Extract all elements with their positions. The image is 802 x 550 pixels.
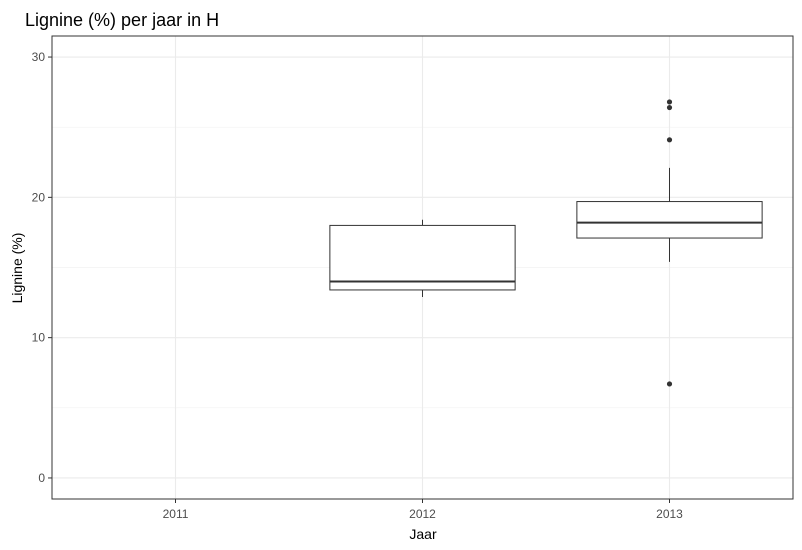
y-tick-label: 30: [32, 50, 46, 64]
y-tick-label: 10: [32, 331, 46, 345]
outlier-point: [666, 137, 673, 143]
boxes-layer: [329, 99, 763, 387]
box-rect: [329, 224, 516, 291]
outlier-point: [666, 99, 673, 105]
y-tick-label: 0: [38, 471, 45, 485]
outlier-point: [666, 381, 673, 387]
y-axis-title: Lignine (%): [9, 233, 25, 304]
box-2012: [329, 219, 516, 297]
y-tick-label: 20: [32, 190, 46, 204]
x-tick-label: 2011: [163, 507, 189, 521]
box-2013: [576, 99, 763, 387]
y-axis: 0 10 20 30: [32, 50, 52, 485]
chart-title: Lignine (%) per jaar in H: [25, 10, 219, 30]
x-tick-label: 2012: [409, 507, 436, 521]
x-tick-label: 2013: [656, 507, 683, 521]
box-rect: [576, 201, 763, 239]
x-axis-title: Jaar: [409, 526, 437, 542]
x-axis: 2011 2012 2013: [163, 499, 683, 521]
outlier-point: [666, 104, 673, 111]
